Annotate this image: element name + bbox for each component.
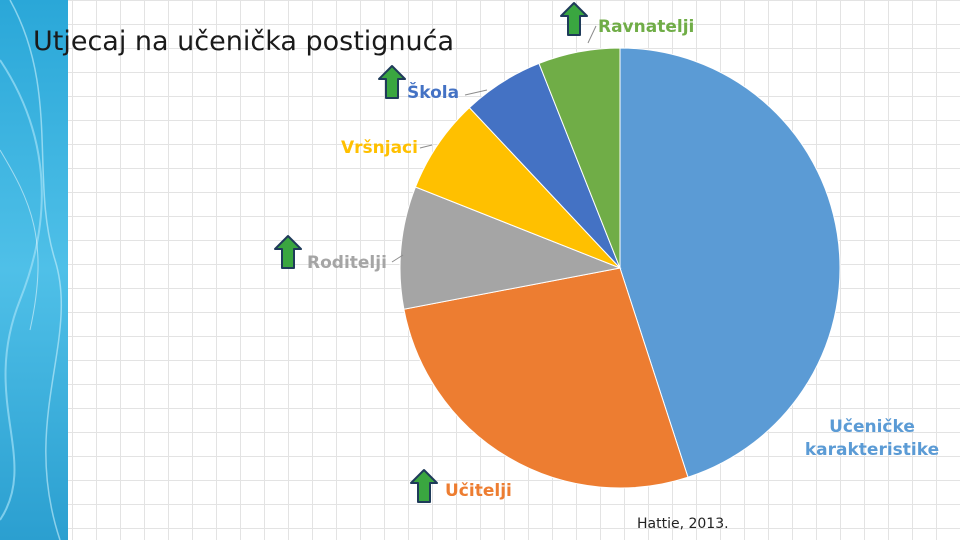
pie-slice-1 [403, 267, 689, 489]
leader-line-5 [587, 25, 597, 44]
slide-title: Utjecaj na učenička postignuća [33, 26, 455, 57]
up-arrow-icon [560, 2, 588, 36]
leader-line-2 [391, 254, 404, 263]
pie-slices [399, 47, 841, 489]
pie-slice-2 [399, 186, 622, 310]
pie-slice-0 [619, 47, 841, 478]
slice-label-2: Roditelji [307, 253, 387, 273]
pie-slice-5 [538, 47, 621, 269]
slice-label-5: Ravnatelji [598, 17, 694, 37]
source-citation: Hattie, 2013. [637, 516, 729, 532]
slice-label-3: Vršnjaci [341, 138, 418, 158]
up-arrow-icon [378, 65, 406, 99]
slice-label-0: Učeničke karakteristike [805, 417, 939, 460]
leader-line-4 [464, 89, 488, 96]
leader-line-3 [419, 144, 433, 149]
side-decoration [0, 0, 68, 540]
slice-label-4: Škola [407, 81, 459, 103]
pie-labels: Učeničke karakteristike Učitelji Roditelji V… [274, 2, 939, 503]
slice-label-1: Učitelji [445, 481, 512, 501]
up-arrow-icon [410, 469, 438, 503]
up-arrow-icon [274, 235, 302, 269]
